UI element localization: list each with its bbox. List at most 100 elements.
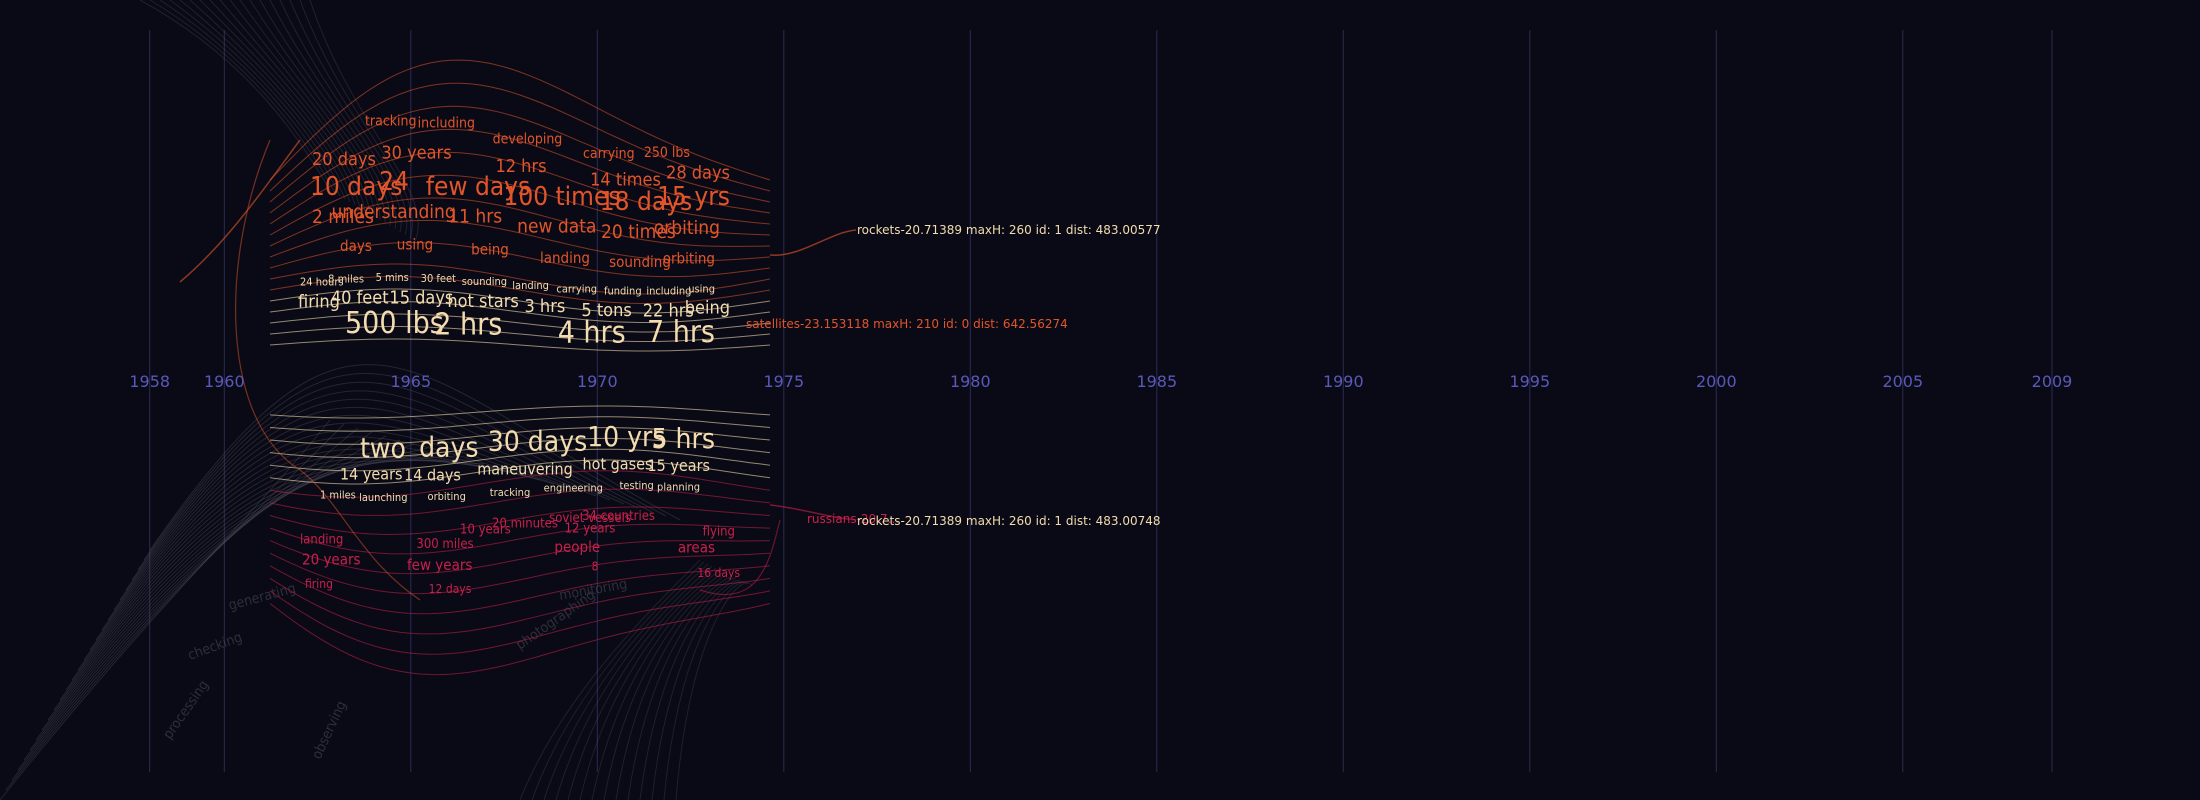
stream-word: 40 feet (331, 288, 389, 309)
ghost-stream (675, 582, 753, 800)
ghost-stream (41, 447, 429, 731)
stream-word: 34 countries (582, 509, 655, 524)
ghost-stream (269, 0, 397, 230)
ghost-stream (591, 571, 725, 800)
stream-word: launching (359, 491, 407, 504)
stream-word: 24 hours (300, 275, 344, 288)
stream-outline-top (269, 276, 771, 304)
ghost-stream (131, 390, 639, 581)
stream-outline-bottom (269, 427, 771, 445)
stream-word: sounding (609, 253, 671, 271)
year-label-1980: 1980 (950, 372, 991, 391)
ghost-stream (519, 559, 701, 800)
ghost-stream (119, 406, 611, 601)
stream-outlines (179, 59, 857, 676)
stream-word: 8 miles (328, 272, 364, 285)
stream-outline-top (269, 219, 771, 262)
ghost-stream (579, 569, 721, 800)
ghost-stream (279, 0, 402, 233)
stream-word: using (397, 235, 433, 253)
stream-word: tracking (365, 113, 417, 129)
stream-word: 28 days (666, 163, 730, 184)
stream-word: 3 hrs (524, 296, 565, 317)
ghost-stream (53, 455, 457, 711)
stream-word: 24 (379, 167, 409, 197)
ghost-stream (149, 0, 336, 194)
year-label-2009: 2009 (2032, 372, 2073, 391)
ghost-stream (59, 459, 471, 701)
stream-word: hot gases (583, 454, 653, 473)
ghost-stream (259, 0, 391, 227)
stream-word: days (419, 431, 478, 464)
ghost-stream (299, 0, 413, 239)
stream-word: 250 lbs (644, 145, 690, 161)
ghost-stream (71, 457, 499, 681)
ghost-stream (289, 0, 408, 236)
stream-word: two (360, 431, 406, 464)
stream-word: being (471, 241, 509, 259)
ghost-word: processing (160, 678, 212, 743)
stream-word: new data (517, 216, 596, 238)
stream-word: people (554, 538, 600, 556)
ghost-stream (65, 459, 485, 691)
stream-word: 12 years (565, 521, 616, 536)
stream-outline-bottom (269, 590, 771, 655)
stream-outline-top (269, 288, 771, 314)
stream-word: 2 hrs (434, 307, 502, 342)
ghost-stream (189, 0, 356, 206)
stream-word: 10 years (460, 523, 511, 538)
stream-word: 300 miles (416, 537, 473, 552)
stream-word: hot stars (447, 291, 518, 312)
ghost-stream (615, 575, 733, 800)
stream-word: carrying (583, 146, 635, 162)
stream-word: 5 mins (376, 271, 409, 284)
stream-word: orbiting (654, 217, 720, 239)
ghost-stream (543, 563, 709, 800)
ghost-stream (89, 442, 541, 651)
ghost-stream (35, 443, 415, 741)
stream-outline-top (269, 174, 771, 236)
stream-outline-top (269, 82, 771, 192)
stream-connector (179, 139, 301, 283)
stream-word: firing (298, 292, 340, 313)
stream-outline-top (269, 197, 771, 247)
stream-word: 8 (592, 560, 599, 574)
ghost-stream (555, 565, 713, 800)
year-label-1975: 1975 (763, 372, 804, 391)
ghost-stream (239, 0, 381, 221)
stream-word: 15 yrs (657, 182, 730, 212)
stream-word: engineering (544, 481, 603, 494)
stream-word: days (340, 237, 372, 255)
ghost-stream (125, 398, 625, 591)
annotation-leader (769, 229, 857, 256)
ghost-stream (137, 381, 653, 571)
ghost-stream (199, 0, 361, 209)
year-label-1990: 1990 (1323, 372, 1364, 391)
stream-word: 14 times (590, 170, 661, 191)
stream-word: few days (426, 172, 530, 202)
ghost-stream (627, 577, 737, 800)
year-label-1958: 1958 (129, 372, 170, 391)
stream-word: tracking (490, 486, 531, 499)
stream-word: 7 hrs (647, 315, 715, 350)
stream-outline-bottom (269, 448, 771, 472)
stream-word: 500 lbs (345, 306, 444, 341)
stream-word: carrying (556, 283, 597, 296)
stream-outline-bottom (269, 488, 771, 516)
ghost-stream (567, 567, 717, 800)
ghost-stream (5, 423, 345, 791)
ghost-stream (603, 573, 729, 800)
year-axis: 1958 1960 1965 1970 1975 1980 1985 1990 1995 2000… (129, 372, 2072, 391)
annotation-rockets-bottom: rockets-20.71389 maxH: 260 id: 1 dist: 4… (857, 514, 1161, 528)
ghost-stream (651, 581, 745, 800)
stream-word: testing (620, 479, 654, 492)
stream-word: orbiting (663, 250, 715, 268)
stream-outline-top (269, 326, 771, 342)
stream-word: developing (493, 132, 563, 148)
stream-word: planning (657, 480, 700, 493)
stream-word: soviet vessels (549, 511, 631, 526)
ghost-stream (29, 439, 401, 751)
stream-outline-bottom (269, 540, 771, 575)
stream-word: 5 hrs (652, 422, 715, 455)
ghost-stream (229, 0, 376, 218)
